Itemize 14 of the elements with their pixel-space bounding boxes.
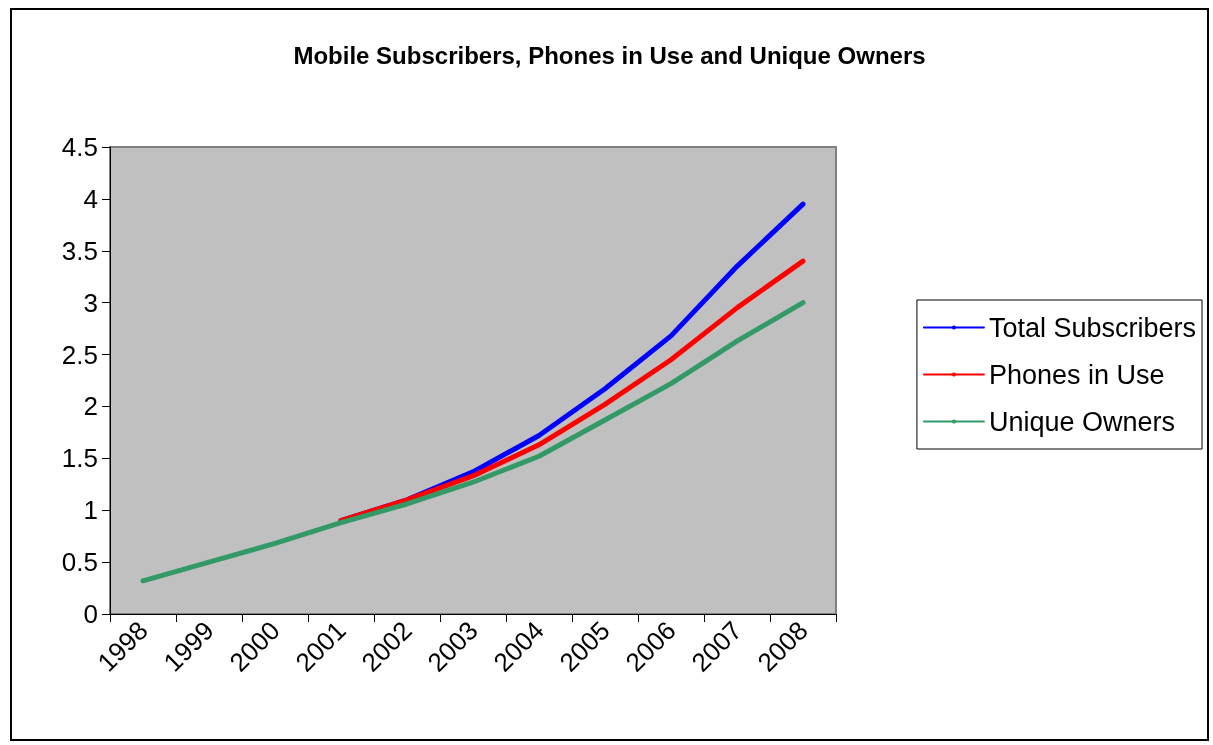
- y-tick-label: 4: [83, 183, 98, 214]
- y-tick-label: 1: [83, 495, 98, 526]
- chart-title: Mobile Subscribers, Phones in Use and Unique Owners: [293, 41, 926, 69]
- legend-label: Phones in Use: [988, 359, 1165, 390]
- y-tick-label: 3: [83, 287, 98, 318]
- y-tick-label: 2: [83, 391, 98, 422]
- y-tick-label: 3.5: [61, 235, 98, 266]
- y-tick-label: 4.5: [61, 132, 98, 162]
- y-tick-label: 0: [83, 599, 98, 629]
- legend-label: Unique Owners: [988, 406, 1176, 437]
- legend-label: Total Subscribers: [988, 312, 1197, 343]
- y-tick-label: 2.5: [61, 339, 98, 370]
- y-tick-label: 0.5: [61, 547, 98, 578]
- y-tick-label: 1.5: [61, 443, 98, 474]
